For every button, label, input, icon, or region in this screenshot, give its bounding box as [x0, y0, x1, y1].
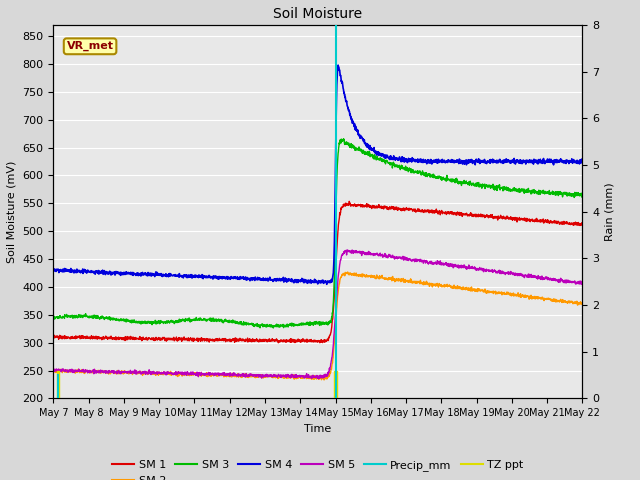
Y-axis label: Soil Moisture (mV): Soil Moisture (mV) — [7, 160, 17, 263]
Title: Soil Moisture: Soil Moisture — [273, 7, 362, 21]
X-axis label: Time: Time — [304, 424, 332, 433]
Text: VR_met: VR_met — [67, 41, 113, 51]
Legend: SM 1, SM 2, SM 3, SM 4, SM 5, Precip_mm, TZ ppt: SM 1, SM 2, SM 3, SM 4, SM 5, Precip_mm,… — [108, 456, 528, 480]
Y-axis label: Rain (mm): Rain (mm) — [605, 182, 615, 241]
